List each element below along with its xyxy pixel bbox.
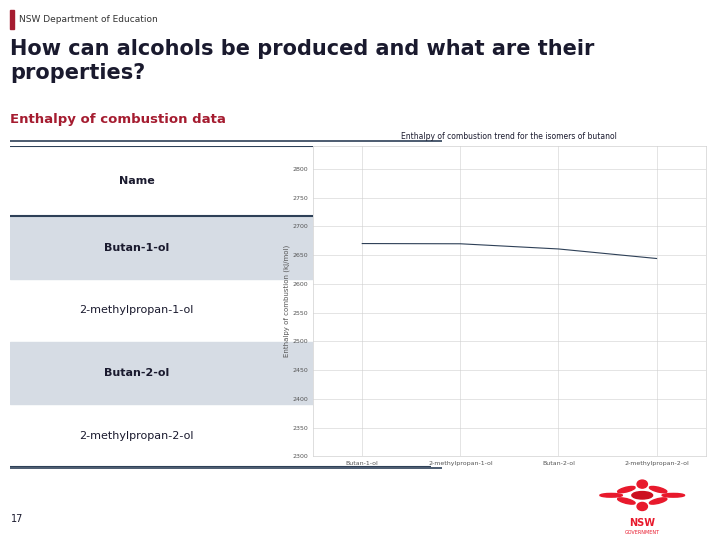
Text: Name: Name bbox=[119, 176, 154, 186]
Text: 2-methylpropan-2-ol: 2-methylpropan-2-ol bbox=[79, 431, 194, 441]
Text: Enthalpy of combustion data: Enthalpy of combustion data bbox=[10, 113, 225, 126]
Text: How can alcohols be produced and what are their
properties?: How can alcohols be produced and what ar… bbox=[10, 39, 594, 83]
Ellipse shape bbox=[649, 487, 667, 492]
Text: 17: 17 bbox=[11, 515, 23, 524]
Circle shape bbox=[632, 491, 652, 499]
Text: 2660.6: 2660.6 bbox=[325, 368, 369, 378]
Ellipse shape bbox=[618, 487, 635, 492]
Text: 2670.0: 2670.0 bbox=[325, 243, 369, 253]
Text: NSW: NSW bbox=[629, 518, 655, 528]
Text: 2-methylpropan-1-ol: 2-methylpropan-1-ol bbox=[79, 306, 194, 315]
Ellipse shape bbox=[600, 494, 622, 497]
Bar bbox=[10, 342, 431, 404]
Text: Butan-2-ol: Butan-2-ol bbox=[104, 368, 169, 378]
Text: 2669.6: 2669.6 bbox=[328, 306, 366, 315]
Ellipse shape bbox=[637, 480, 647, 488]
Bar bbox=[10, 217, 431, 279]
Title: Enthalpy of combustion trend for the isomers of butanol: Enthalpy of combustion trend for the iso… bbox=[402, 132, 617, 141]
Bar bbox=[10, 10, 14, 29]
Text: 2644.0: 2644.0 bbox=[328, 431, 366, 441]
Y-axis label: Enthalpy of combustion (kJ/mol): Enthalpy of combustion (kJ/mol) bbox=[283, 245, 290, 357]
Text: GOVERNMENT: GOVERNMENT bbox=[625, 530, 660, 535]
Text: Enthalpy of
combustion
(kJmol⁻¹): Enthalpy of combustion (kJmol⁻¹) bbox=[312, 164, 382, 199]
Ellipse shape bbox=[618, 498, 635, 504]
Text: Butan-1-ol: Butan-1-ol bbox=[104, 243, 169, 253]
Text: NSW Department of Education: NSW Department of Education bbox=[19, 15, 158, 24]
Ellipse shape bbox=[649, 498, 667, 504]
Ellipse shape bbox=[637, 502, 647, 510]
Ellipse shape bbox=[662, 494, 685, 497]
